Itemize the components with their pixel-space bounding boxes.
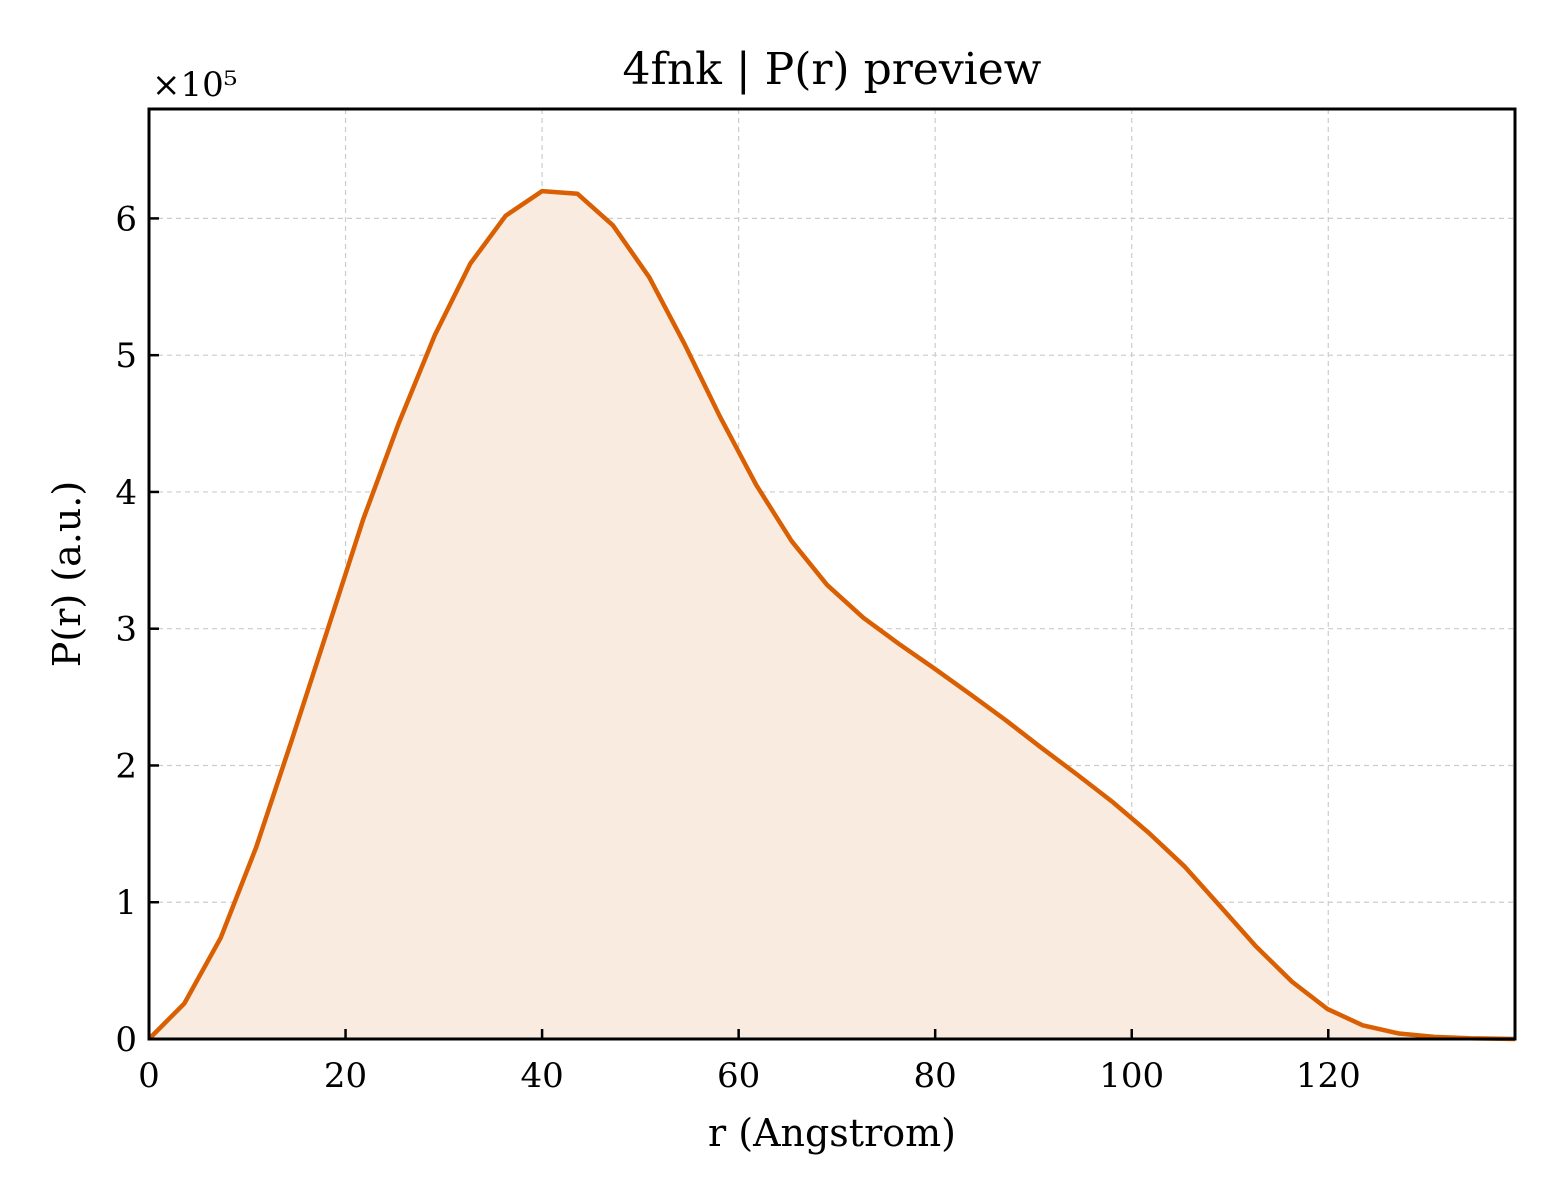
y-offset-label: ×10⁵ [152, 65, 237, 105]
y-ticks: 0 1 2 3 4 5 6 [115, 199, 159, 1060]
y-axis-label: P(r) (a.u.) [45, 481, 89, 667]
x-tick-label: 100 [1099, 1056, 1164, 1096]
y-tick-label: 3 [115, 610, 137, 650]
x-tick-label: 120 [1296, 1056, 1361, 1096]
x-tick-label: 60 [717, 1056, 760, 1096]
area-fill [149, 191, 1515, 1040]
x-tick-label: 80 [914, 1056, 957, 1096]
pr-line [147, 188, 1516, 1042]
y-tick-label: 1 [115, 883, 137, 923]
x-tick-label: 40 [520, 1056, 563, 1096]
x-tick-label: 0 [138, 1056, 160, 1096]
y-tick-label: 2 [115, 746, 137, 786]
y-tick-label: 4 [115, 473, 137, 513]
x-axis-label: r (Angstrom) [708, 1111, 956, 1155]
plot-frame [147, 107, 1517, 1041]
chart-title: 4fnk | P(r) preview [623, 44, 1042, 95]
x-tick-label: 20 [324, 1056, 367, 1096]
y-tick-label: 5 [115, 336, 137, 376]
y-tick-label: 6 [115, 199, 137, 239]
y-tick-label: 0 [115, 1020, 137, 1060]
x-ticks: 0 20 40 60 80 100 120 [138, 1029, 1361, 1096]
